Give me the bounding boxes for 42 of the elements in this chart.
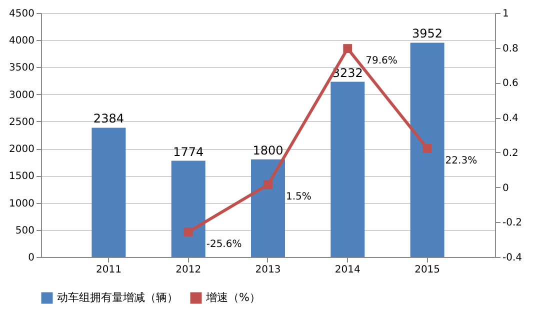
y-tick-label: 1500: [9, 171, 34, 182]
bar: [330, 82, 365, 257]
data-label: 22.3%: [445, 155, 478, 166]
data-label: 3952: [412, 26, 443, 41]
y-tick-label: 500: [15, 225, 34, 236]
y2-tick-label: -0.4: [502, 252, 522, 264]
point: [264, 180, 272, 190]
y-tick-label: 0: [28, 252, 34, 264]
y2-tick-label: 0.4: [502, 113, 518, 124]
x-tick-label: 2011: [96, 264, 122, 276]
bar: [92, 128, 126, 257]
bar: [410, 42, 444, 257]
legend-label: 增速（%）: [205, 291, 260, 304]
point: [184, 227, 193, 236]
data-label: 79.6%: [366, 56, 398, 67]
point: [422, 144, 432, 153]
data-label: 1.5%: [286, 192, 312, 203]
y2-tick-label: 0.2: [502, 148, 518, 159]
y-tick-label: 2500: [9, 116, 34, 128]
bar: [171, 160, 206, 257]
y-tick-label: 2000: [9, 144, 34, 156]
y-tick-label: 4500: [9, 8, 34, 20]
y-tick-label: 4000: [9, 36, 34, 47]
legend-label: 动车组拥有量增减（辆）: [57, 291, 178, 304]
y2-tick-label: 0: [502, 182, 509, 194]
x-tick-label: 2014: [334, 264, 360, 276]
y2-tick-label: 1: [502, 8, 509, 20]
data-label: 1800: [252, 143, 284, 158]
y2-tick-label: -0.2: [502, 218, 522, 229]
x-tick-label: 2012: [176, 264, 202, 276]
y2-tick-label: 0.6: [502, 78, 518, 90]
y2-tick-label: 0.8: [502, 43, 518, 54]
point: [343, 44, 352, 54]
x-tick-label: 2013: [255, 264, 281, 276]
data-label: 1774: [173, 144, 204, 159]
y-tick-label: 3000: [9, 90, 34, 101]
data-label: -25.6%: [206, 238, 242, 250]
y-tick-label: 1000: [9, 198, 34, 210]
x-tick-label: 2015: [414, 264, 440, 276]
bar: [251, 159, 285, 257]
y-tick-label: 3500: [9, 62, 34, 74]
data-label: 2384: [93, 112, 124, 126]
